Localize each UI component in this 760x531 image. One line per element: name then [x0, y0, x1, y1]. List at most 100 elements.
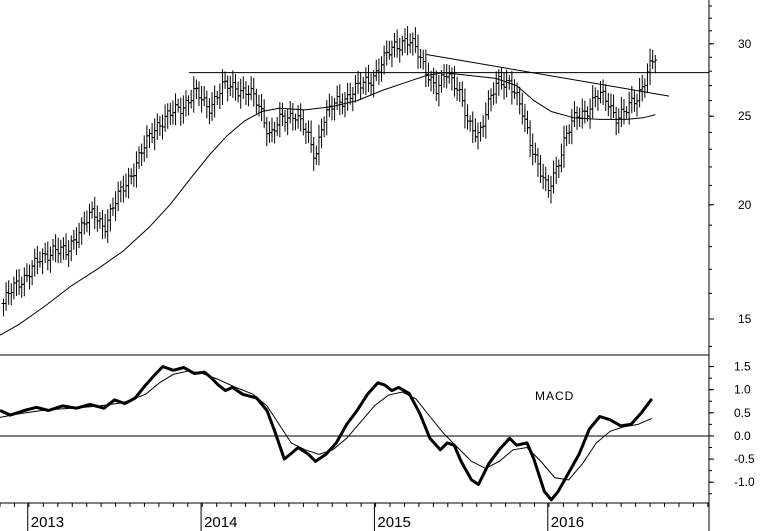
ohlc-bar [82, 211, 87, 235]
ohlc-bar [37, 251, 42, 268]
ohlc-bar [319, 118, 324, 149]
ohlc-bar [144, 125, 149, 159]
ohlc-bar [379, 56, 384, 82]
ohlc-bar [251, 77, 256, 107]
ohlc-bar [601, 79, 606, 105]
macd-tick-label: -1.0 [734, 475, 755, 489]
ohlc-bar [462, 88, 467, 129]
ohlc-bar [528, 120, 533, 158]
macd-annotation: MACD [535, 389, 574, 403]
ohlc-bar [452, 66, 457, 97]
ohlc-bar [470, 111, 475, 144]
ohlc-bar [645, 63, 650, 94]
ohlc-bar [567, 124, 572, 144]
ohlc-bar [465, 104, 470, 130]
ohlc-bar [285, 108, 290, 136]
macd-panel: MACD [0, 365, 709, 502]
ohlc-bar [489, 88, 494, 112]
chart-frame [0, 0, 710, 531]
ohlc-bar [585, 106, 590, 122]
ohlc-bar [288, 100, 293, 124]
ohlc-bar [137, 146, 142, 169]
ohlc-bar [186, 95, 191, 116]
ohlc-bar [45, 241, 50, 271]
ohlc-bar [92, 196, 97, 229]
macd-signal-line [0, 370, 652, 481]
ohlc-bar [110, 197, 115, 217]
price-tick-label: 30 [738, 37, 752, 51]
trendline [426, 54, 670, 97]
ohlc-bar [408, 33, 413, 54]
ohlc-bar [395, 29, 400, 58]
ohlc-bar [254, 88, 259, 114]
ohlc-bar [74, 227, 79, 256]
ohlc-bar [637, 77, 642, 108]
ohlc-bar [17, 268, 22, 295]
ohlc-bar [30, 260, 35, 286]
ohlc-bar [400, 35, 405, 56]
ohlc-bar [24, 263, 29, 283]
ohlc-bar [210, 92, 215, 121]
ohlc-bar [189, 89, 194, 109]
ohlc-bar [264, 116, 269, 147]
ohlc-bar [522, 103, 527, 133]
ohlc-bar [392, 32, 397, 58]
ohlc-bar [413, 27, 418, 53]
ohlc-bar [611, 94, 616, 118]
ohlc-bar [176, 98, 181, 113]
ohlc-bar [134, 151, 139, 188]
ohlc-bar [460, 81, 465, 107]
ohlc-bar [635, 93, 640, 117]
ohlc-bar [35, 245, 40, 275]
ohlc-bar [314, 145, 319, 165]
ohlc-bar [509, 70, 514, 105]
ohlc-bar [238, 78, 243, 109]
ohlc-bar [554, 156, 559, 185]
ohlc-bar [236, 81, 241, 103]
ohlc-bar [103, 213, 108, 239]
ohlc-bar [608, 93, 613, 120]
ohlc-bar [603, 83, 608, 111]
moving-average-line [0, 72, 656, 336]
ohlc-bar [499, 67, 504, 90]
ohlc-bar [259, 93, 264, 122]
ohlc-bar [118, 180, 123, 203]
ohlc-bar [619, 96, 624, 127]
ohlc-bar [275, 117, 280, 136]
ohlc-bar [183, 90, 188, 117]
ohlc-bar [614, 106, 619, 136]
year-label: 2014 [204, 514, 237, 531]
ohlc-bar [483, 102, 488, 139]
year-label: 2016 [551, 514, 584, 531]
ohlc-bar [572, 101, 577, 128]
ohlc-bar [212, 85, 217, 118]
ohlc-bar [389, 40, 394, 68]
ohlc-bar [202, 85, 207, 107]
ohlc-bar [178, 97, 183, 126]
ohlc-bar [337, 84, 342, 116]
ohlc-bar [108, 203, 113, 232]
ohlc-bar [64, 233, 69, 260]
ohlc-bar [468, 115, 473, 132]
ohlc-bar [142, 135, 147, 162]
year-label: 2015 [377, 514, 410, 531]
ohlc-bar [548, 175, 553, 204]
ohlc-bar [642, 78, 647, 98]
ohlc-bar [191, 76, 196, 113]
ohlc-bar [580, 98, 585, 129]
ohlc-bar [51, 239, 56, 261]
ohlc-bar [324, 100, 329, 136]
ohlc-bar [100, 209, 105, 240]
ohlc-bar [606, 93, 611, 117]
ohlc-bar [43, 242, 48, 264]
ohlc-bar [113, 191, 118, 221]
macd-tick-label: 0.5 [734, 406, 751, 420]
ohlc-bar [502, 72, 507, 100]
ohlc-bar [405, 26, 410, 56]
ohlc-bar [95, 205, 100, 232]
ohlc-bar [551, 160, 556, 194]
ohlc-bar [87, 203, 92, 236]
ohlc-bar [475, 122, 480, 150]
ohlc-bar [22, 267, 27, 297]
